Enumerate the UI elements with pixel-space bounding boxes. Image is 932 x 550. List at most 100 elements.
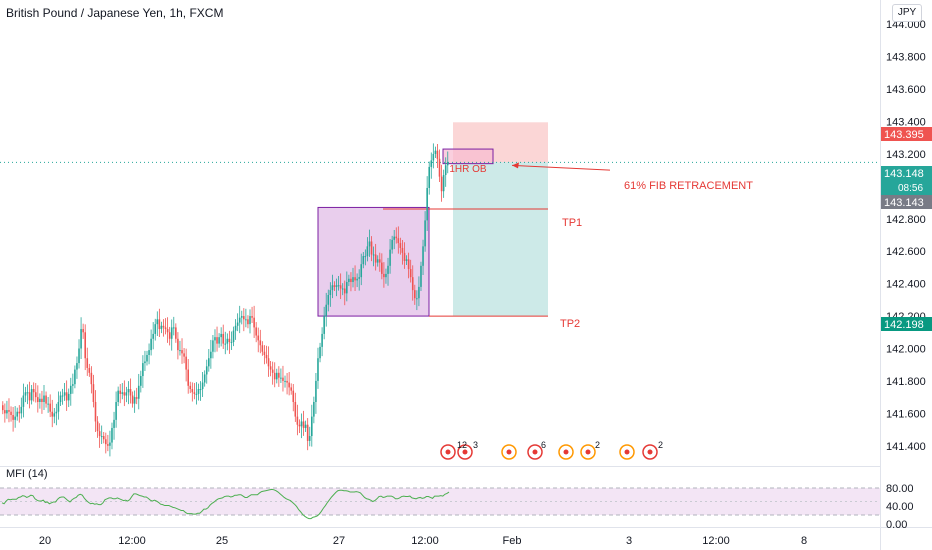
candle bbox=[203, 370, 206, 387]
candle bbox=[218, 333, 220, 348]
candle bbox=[329, 282, 332, 307]
candle-body bbox=[432, 153, 435, 161]
candle bbox=[321, 327, 323, 357]
candle-body bbox=[113, 419, 115, 428]
candle-body bbox=[269, 366, 272, 370]
candle-body bbox=[63, 392, 66, 396]
candle-body bbox=[255, 327, 257, 336]
candle-body bbox=[263, 351, 266, 355]
candle bbox=[238, 305, 241, 334]
candle-body bbox=[284, 380, 286, 382]
candle-body bbox=[177, 338, 179, 351]
candle-body bbox=[304, 424, 307, 428]
candle-body bbox=[210, 351, 212, 359]
candle-body bbox=[162, 325, 165, 328]
candle-body bbox=[286, 380, 288, 383]
mfi-line bbox=[1, 488, 450, 520]
candle-body bbox=[28, 392, 31, 401]
time-axis[interactable]: 20 12:00 25 27 12:00 Feb 3 12:00 8 bbox=[39, 535, 807, 547]
candle-body bbox=[212, 340, 214, 352]
candle bbox=[311, 404, 313, 447]
candle bbox=[348, 274, 350, 287]
candle-body bbox=[327, 294, 330, 305]
candle bbox=[172, 316, 175, 336]
candle-body bbox=[131, 395, 134, 404]
candle-body bbox=[65, 392, 68, 401]
candle bbox=[185, 348, 187, 382]
candle-body bbox=[249, 316, 251, 325]
candle bbox=[129, 378, 132, 404]
candle bbox=[24, 386, 27, 403]
candle bbox=[259, 329, 262, 354]
candle-body bbox=[226, 338, 229, 344]
event-dot bbox=[462, 449, 468, 455]
stop-price-value: 143.395 bbox=[884, 129, 924, 141]
candle bbox=[370, 236, 373, 262]
candle-body bbox=[411, 277, 414, 291]
candle bbox=[100, 425, 103, 445]
candle bbox=[96, 416, 99, 438]
candle-body bbox=[193, 392, 196, 394]
price-pane[interactable] bbox=[0, 0, 880, 466]
candle-body bbox=[366, 246, 369, 257]
candle bbox=[127, 381, 130, 405]
candle-body bbox=[181, 350, 183, 354]
candle bbox=[339, 273, 342, 300]
candle-body bbox=[296, 416, 299, 425]
event-uk-flag-icon bbox=[642, 444, 658, 460]
candle bbox=[197, 383, 200, 401]
currency-button[interactable]: JPY bbox=[892, 4, 922, 22]
candle-body bbox=[288, 382, 290, 388]
candle-body bbox=[59, 395, 62, 403]
candle bbox=[416, 290, 418, 311]
candle bbox=[308, 426, 311, 447]
candle-body bbox=[397, 238, 400, 244]
price-axis[interactable]: 144.000143.800143.600143.400143.200143.0… bbox=[886, 19, 926, 531]
candle bbox=[210, 339, 212, 369]
mfi-legend[interactable]: MFI (14) bbox=[6, 468, 48, 480]
candle bbox=[109, 430, 111, 457]
candle bbox=[133, 390, 136, 413]
candle bbox=[142, 355, 144, 388]
candle-body bbox=[49, 403, 51, 412]
candle-body bbox=[302, 421, 305, 428]
candle bbox=[331, 274, 334, 299]
event-count: 3 bbox=[473, 440, 478, 450]
candle-body bbox=[434, 150, 437, 154]
candle bbox=[397, 226, 400, 254]
candle-body bbox=[259, 340, 262, 346]
price-tick-label: 143.400 bbox=[886, 117, 926, 129]
candle bbox=[325, 292, 328, 327]
candle-body bbox=[319, 346, 321, 359]
candle-body bbox=[191, 389, 194, 393]
candle bbox=[346, 271, 348, 302]
candle bbox=[426, 176, 428, 231]
candle-body bbox=[150, 338, 152, 351]
candle bbox=[12, 407, 14, 432]
event-count: 2 bbox=[595, 440, 600, 450]
candle-body bbox=[140, 376, 142, 386]
candle bbox=[117, 386, 119, 407]
symbol-title[interactable]: British Pound / Japanese Yen, 1h, FXCM bbox=[6, 6, 224, 20]
candle-body bbox=[253, 317, 255, 328]
candle bbox=[383, 262, 385, 288]
candle bbox=[280, 368, 282, 384]
candle-body bbox=[168, 332, 171, 339]
candle-body bbox=[88, 367, 91, 373]
candle bbox=[245, 308, 247, 328]
candle bbox=[14, 406, 16, 428]
candle bbox=[411, 265, 414, 301]
candle-body bbox=[127, 389, 130, 393]
economic-events[interactable]: 12 3 6 2 2 bbox=[440, 440, 663, 460]
candle bbox=[179, 340, 181, 356]
candle-body bbox=[22, 395, 25, 407]
candle bbox=[86, 347, 89, 376]
candle-body bbox=[407, 259, 410, 270]
event-count: 2 bbox=[658, 440, 663, 450]
candle bbox=[288, 372, 290, 396]
candle bbox=[298, 419, 301, 433]
candle bbox=[150, 329, 152, 356]
candle bbox=[424, 211, 426, 252]
candle bbox=[37, 385, 39, 413]
